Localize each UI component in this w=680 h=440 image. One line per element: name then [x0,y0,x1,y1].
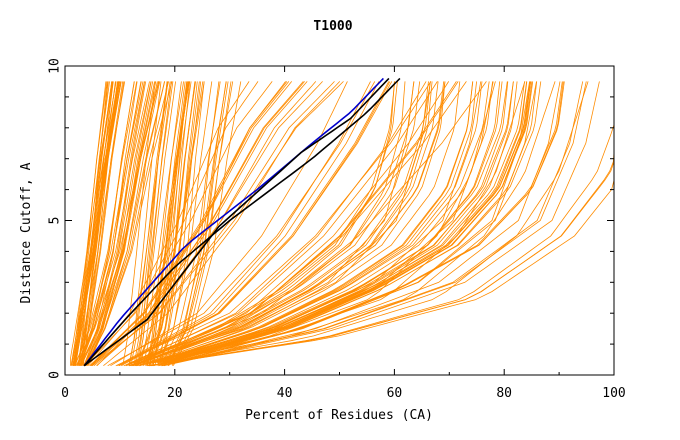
model-line [146,81,433,363]
model-line [168,81,227,366]
model-line [83,81,145,366]
model-line [133,81,169,366]
plot-lines [70,77,615,367]
model-line [129,81,526,367]
x-tick-label: 20 [167,386,183,401]
model-line [110,81,348,367]
reference-black-1-line [83,77,401,367]
x-tick-label: 40 [277,386,293,401]
x-tick-label: 80 [496,386,512,401]
axes: 0 20 40 60 80 100 0 5 10 [48,58,626,401]
series-reference-blue [83,77,384,367]
series-model-group-B [74,81,173,366]
model-line [163,81,600,367]
model-line [103,81,341,367]
model-line [117,81,371,367]
model-line [161,81,587,367]
model-line [79,81,135,366]
model-line [131,81,459,367]
model-line [156,81,493,363]
model-line [143,81,406,363]
chart-title: T1000 [313,19,352,34]
reference-black-2-line [83,77,390,367]
model-line [128,81,431,367]
x-tick-label: 0 [61,386,69,401]
series-reference-black-2 [83,77,390,367]
model-line [84,81,147,366]
model-line [166,81,542,363]
model-line [74,81,144,366]
model-line [161,81,561,367]
model-line [118,81,380,367]
y-tick-label: 0 [48,371,63,379]
model-line [136,81,188,366]
x-tick-label: 60 [387,386,403,401]
model-line [118,81,390,367]
model-line [154,81,508,363]
model-line [132,81,415,367]
model-line [173,81,565,363]
model-line [148,81,589,367]
model-line [153,81,483,363]
y-tick-label: 10 [48,58,63,74]
model-line [139,81,494,367]
model-line [90,81,290,366]
model-line [153,81,537,367]
model-line [115,81,432,367]
model-line [90,81,305,366]
model-line [83,81,138,366]
model-line [139,81,446,363]
plot-frame [64,65,615,376]
model-line [130,81,396,363]
model-line [107,81,376,367]
series-model-group-F [107,81,487,367]
series-model-group-H [128,81,600,367]
model-line [91,81,344,367]
model-line [150,81,446,363]
model-line [125,81,427,367]
model-line [140,81,184,366]
model-line [96,81,317,367]
model-line [134,81,174,366]
model-line [74,81,138,366]
model-line [70,81,113,366]
model-line [134,81,421,363]
series-reference-black-1 [83,77,401,367]
x-axis-label: Percent of Residues (CA) [245,408,433,423]
x-tick-label: 100 [602,386,625,401]
model-line [169,81,538,363]
model-line [148,81,461,363]
model-line [141,81,395,363]
model-line [72,81,110,366]
y-tick-label: 5 [48,217,63,225]
model-line [154,81,474,363]
model-line [165,81,533,363]
y-axis-label: Distance Cutoff, A [19,162,34,303]
model-line [77,81,126,366]
model-line [123,81,438,367]
series-model-group-E [84,81,344,367]
model-line [89,81,288,366]
series-model-group-D [136,81,242,366]
model-line [82,81,124,366]
model-line [87,81,259,366]
model-line [129,81,162,366]
model-line [162,81,531,363]
series-model-group-A [70,81,126,366]
model-line [84,81,173,366]
model-line [136,81,556,367]
model-line [163,81,514,363]
model-line [165,81,518,363]
model-line [142,81,190,366]
model-line [139,81,482,367]
model-line [140,81,431,363]
model-line [84,81,152,366]
model-line [79,81,142,366]
model-line [134,81,496,367]
model-line [133,81,398,363]
model-line [129,81,450,367]
reference-blue-line [83,77,384,367]
model-line [130,81,168,366]
